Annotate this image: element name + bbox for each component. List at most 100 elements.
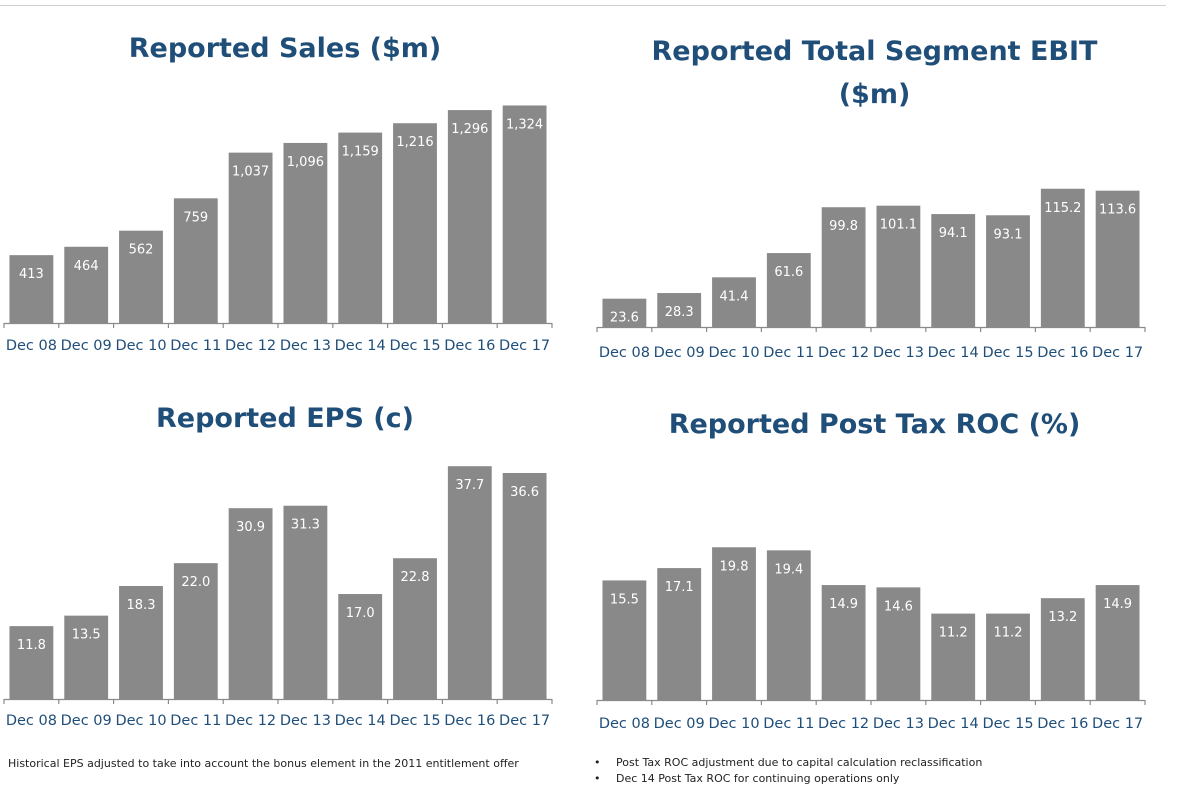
- data-label: 101.1: [880, 218, 917, 233]
- bar: [712, 547, 756, 700]
- roc-footnotes: Post Tax ROC adjustment due to capital c…: [592, 755, 1152, 787]
- bar: [712, 277, 756, 327]
- bar: [766, 253, 811, 327]
- bar: [766, 550, 811, 700]
- reported-eps-chart: Reported EPS (c) 11.8 Dec 08 13.5 Dec 09 18.3…: [3, 403, 553, 729]
- x-tick-label: Dec 12: [818, 345, 869, 361]
- x-tick-label: Dec 17: [499, 338, 550, 354]
- x-tick-label: Dec 13: [280, 338, 331, 354]
- x-tick-label: Dec 09: [654, 716, 705, 732]
- bar: [986, 613, 1030, 700]
- reported-ebit-chart: Reported Total Segment EBIT ($m) 23.6 Dec 0…: [596, 36, 1146, 361]
- bar: [1095, 190, 1140, 327]
- bar: [502, 105, 547, 323]
- bar: [447, 466, 492, 699]
- chart-title: Reported Sales ($m): [129, 33, 442, 64]
- bar: [1040, 188, 1085, 327]
- x-tick-label: Dec 16: [1037, 345, 1088, 361]
- x-tick-label: Dec 15: [389, 338, 440, 354]
- data-label: 36.6: [510, 485, 539, 500]
- chart-title: Reported Post Tax ROC (%): [669, 409, 1081, 440]
- bar: [338, 132, 383, 323]
- data-label: 22.0: [181, 575, 210, 590]
- data-label: 13.5: [72, 628, 101, 643]
- x-tick-label: Dec 16: [444, 713, 495, 729]
- data-label: 99.8: [829, 219, 858, 234]
- data-label: 30.9: [236, 520, 265, 535]
- x-tick-label: Dec 14: [928, 345, 979, 361]
- bar: [821, 585, 866, 700]
- bar: [173, 563, 218, 699]
- data-label: 14.6: [884, 599, 913, 614]
- bar: [657, 293, 702, 327]
- bar: [931, 613, 976, 700]
- data-label: 1,296: [451, 122, 488, 137]
- bar: [9, 255, 54, 323]
- x-tick-label: Dec 11: [170, 338, 221, 354]
- data-label: 31.3: [291, 518, 320, 533]
- bar: [228, 152, 273, 323]
- x-tick-label: Dec 08: [6, 713, 57, 729]
- bar: [657, 568, 702, 700]
- bar: [447, 110, 492, 323]
- bar: [602, 580, 647, 700]
- x-tick-label: Dec 12: [818, 716, 869, 732]
- x-tick-label: Dec 17: [1092, 345, 1143, 361]
- data-label: 464: [74, 259, 99, 274]
- x-tick-label: Dec 12: [225, 338, 276, 354]
- bar: [1095, 585, 1140, 700]
- bar: [931, 214, 976, 327]
- chart-title: Reported EPS (c): [156, 403, 414, 434]
- top-divider-line: [0, 5, 1166, 6]
- chart-title: Reported Total Segment EBIT: [652, 36, 1099, 67]
- x-tick-label: Dec 11: [763, 345, 814, 361]
- x-tick-label: Dec 13: [873, 345, 924, 361]
- data-label: 1,324: [506, 117, 543, 132]
- x-tick-label: Dec 08: [599, 345, 650, 361]
- data-label: 28.3: [665, 305, 694, 320]
- bar: [119, 230, 163, 323]
- eps-footnote-text: Historical EPS adjusted to take into acc…: [8, 757, 519, 770]
- x-tick-label: Dec 16: [1037, 716, 1088, 732]
- bar: [228, 508, 273, 699]
- data-label: 19.8: [720, 559, 749, 574]
- x-tick-label: Dec 16: [444, 338, 495, 354]
- data-label: 14.9: [829, 597, 858, 612]
- x-tick-label: Dec 13: [873, 716, 924, 732]
- data-label: 94.1: [939, 226, 968, 241]
- bar: [876, 587, 921, 700]
- data-label: 113.6: [1099, 203, 1136, 218]
- chart-title: ($m): [839, 79, 911, 110]
- data-label: 759: [183, 210, 208, 225]
- x-tick-label: Dec 14: [335, 713, 386, 729]
- bar: [1040, 598, 1085, 700]
- x-tick-label: Dec 09: [654, 345, 705, 361]
- x-tick-label: Dec 10: [708, 345, 759, 361]
- x-tick-label: Dec 10: [115, 338, 166, 354]
- bar: [119, 585, 163, 699]
- data-label: 14.9: [1103, 597, 1132, 612]
- eps-footnote: Historical EPS adjusted to take into acc…: [8, 756, 578, 772]
- x-tick-label: Dec 11: [763, 716, 814, 732]
- data-label: 1,159: [342, 145, 379, 160]
- data-label: 19.4: [774, 562, 803, 577]
- x-tick-label: Dec 14: [928, 716, 979, 732]
- x-tick-label: Dec 10: [115, 713, 166, 729]
- data-label: 37.7: [455, 478, 484, 493]
- data-label: 93.1: [994, 227, 1023, 242]
- x-tick-label: Dec 10: [708, 716, 759, 732]
- roc-footnote-item: Post Tax ROC adjustment due to capital c…: [592, 755, 1152, 771]
- bar: [64, 615, 109, 699]
- data-label: 11.2: [994, 626, 1023, 641]
- data-label: 18.3: [127, 598, 156, 613]
- x-tick-label: Dec 14: [335, 338, 386, 354]
- data-label: 23.6: [610, 311, 639, 326]
- data-label: 1,216: [396, 135, 433, 150]
- x-tick-label: Dec 15: [389, 713, 440, 729]
- data-label: 11.2: [939, 626, 968, 641]
- data-label: 41.4: [720, 289, 749, 304]
- bar: [876, 205, 921, 327]
- bar: [173, 198, 218, 323]
- data-label: 15.5: [610, 592, 639, 607]
- bar: [283, 142, 328, 323]
